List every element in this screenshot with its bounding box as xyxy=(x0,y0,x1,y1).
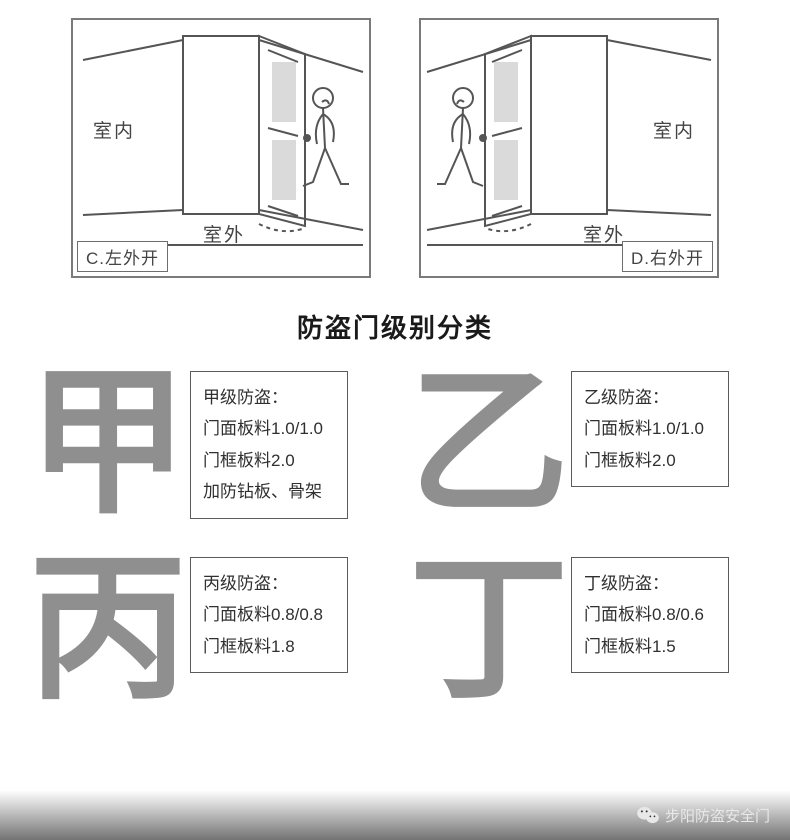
grade-box: 乙级防盗： 门面板料1.0/1.0 门框板料2.0 xyxy=(571,371,729,487)
door-diagram-row: 室内 室外 C.左外开 xyxy=(0,0,790,278)
label-outside-left: 室外 xyxy=(203,220,245,247)
grade-box: 丁级防盗： 门面板料0.8/0.6 门框板料1.5 xyxy=(571,557,729,673)
grade-line: 门面板料0.8/0.8 xyxy=(203,599,335,630)
grade-line: 甲级防盗： xyxy=(203,382,335,413)
section-title: 防盗门级别分类 xyxy=(0,308,790,345)
grade-line: 门框板料1.5 xyxy=(584,631,716,662)
label-inside-right: 室内 xyxy=(653,116,695,143)
grade-line: 门框板料1.8 xyxy=(203,631,335,662)
grade-line: 乙级防盗： xyxy=(584,382,716,413)
footer-text: 步阳防盗安全门 xyxy=(665,805,770,826)
label-outside-right: 室外 xyxy=(583,220,625,247)
grade-line: 门框板料2.0 xyxy=(203,445,335,476)
grade-cell-yi: 乙 乙级防盗： 门面板料1.0/1.0 门框板料2.0 xyxy=(409,369,762,519)
door-panel-right: 室内 室外 D.右外开 xyxy=(419,18,719,278)
grade-glyph: 丙 xyxy=(28,555,182,702)
grade-cell-bing: 丙 丙级防盗： 门面板料0.8/0.8 门框板料1.8 xyxy=(28,555,381,702)
footer-bar: 步阳防盗安全门 xyxy=(0,790,790,840)
door-caption-left: C.左外开 xyxy=(77,241,168,272)
grade-line: 门面板料0.8/0.6 xyxy=(584,599,716,630)
grade-glyph: 丁 xyxy=(409,555,563,702)
grade-line: 门框板料2.0 xyxy=(584,445,716,476)
grade-box: 丙级防盗： 门面板料0.8/0.8 门框板料1.8 xyxy=(190,557,348,673)
grade-cell-ding: 丁 丁级防盗： 门面板料0.8/0.6 门框板料1.5 xyxy=(409,555,762,702)
grade-line: 门面板料1.0/1.0 xyxy=(203,413,335,444)
wechat-icon xyxy=(637,806,659,824)
grade-cell-jia: 甲 甲级防盗： 门面板料1.0/1.0 门框板料2.0 加防钻板、骨架 xyxy=(28,369,381,519)
grade-glyph: 乙 xyxy=(409,369,563,516)
door-caption-right: D.右外开 xyxy=(622,241,713,272)
grade-line: 丙级防盗： xyxy=(203,568,335,599)
grade-line: 门面板料1.0/1.0 xyxy=(584,413,716,444)
grade-grid: 甲 甲级防盗： 门面板料1.0/1.0 门框板料2.0 加防钻板、骨架 乙 乙级… xyxy=(0,369,790,702)
grade-glyph: 甲 xyxy=(28,369,182,516)
door-panel-left: 室内 室外 C.左外开 xyxy=(71,18,371,278)
grade-box: 甲级防盗： 门面板料1.0/1.0 门框板料2.0 加防钻板、骨架 xyxy=(190,371,348,519)
label-inside-left: 室内 xyxy=(93,116,135,143)
grade-line: 丁级防盗： xyxy=(584,568,716,599)
door-svg-right xyxy=(421,20,717,276)
grade-line: 加防钻板、骨架 xyxy=(203,476,335,507)
